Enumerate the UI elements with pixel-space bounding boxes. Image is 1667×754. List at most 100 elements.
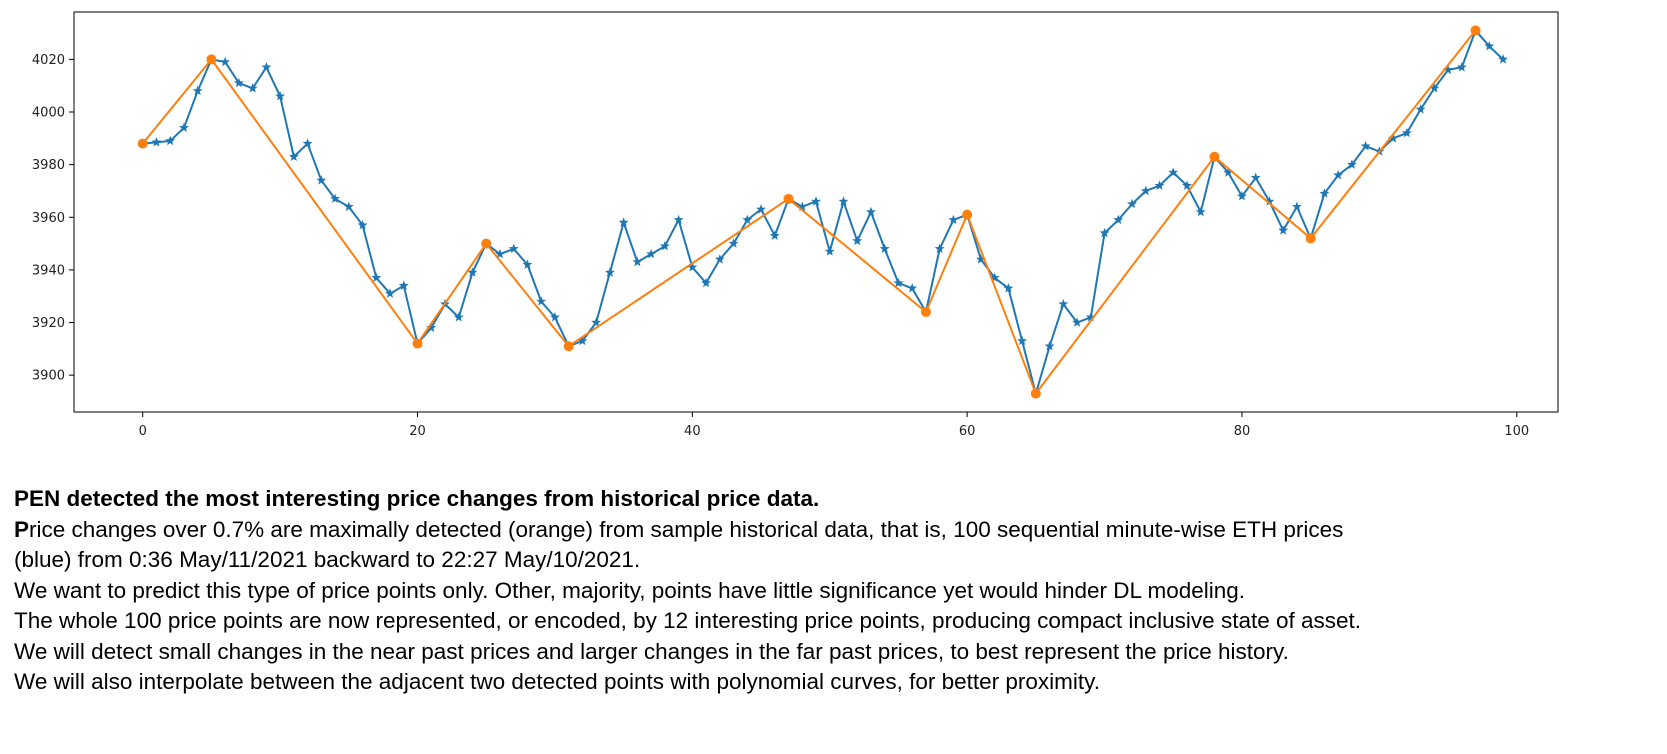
data-point	[1250, 172, 1261, 182]
caption-line-3: We want to predict this type of price po…	[14, 577, 1246, 603]
data-point	[673, 214, 684, 225]
data-point	[357, 219, 368, 230]
x-tick-label: 40	[684, 424, 701, 439]
data-point	[714, 254, 725, 264]
caption-line-1: Price changes over 0.7% are maximally de…	[14, 515, 1664, 546]
data-point	[742, 214, 753, 225]
data-point	[577, 335, 588, 346]
data-point	[632, 256, 643, 267]
data-point	[618, 217, 629, 227]
data-point	[1360, 141, 1371, 151]
x-tick-label: 80	[1234, 424, 1251, 439]
data-point	[275, 91, 286, 101]
data-point	[316, 175, 327, 185]
data-point	[453, 312, 464, 322]
data-point	[907, 283, 918, 293]
data-point	[398, 280, 409, 290]
data-point	[920, 307, 931, 317]
data-point	[495, 248, 505, 259]
data-point	[137, 138, 148, 149]
data-point	[1003, 283, 1014, 293]
data-point	[604, 267, 615, 277]
data-point	[1456, 62, 1467, 72]
data-point	[1182, 180, 1192, 190]
plot-area	[73, 11, 1559, 413]
y-tick-label: 3940	[32, 263, 65, 278]
data-point	[1113, 214, 1124, 225]
data-point	[220, 56, 231, 67]
data-point	[646, 248, 657, 259]
y-tick-label: 3980	[32, 158, 65, 173]
data-point	[989, 272, 1000, 282]
data-point	[1072, 317, 1083, 327]
data-point	[1305, 233, 1316, 244]
data-point	[1319, 188, 1330, 198]
data-point	[1346, 159, 1357, 169]
data-point	[288, 151, 299, 161]
data-point	[1388, 133, 1399, 143]
data-point	[962, 209, 973, 220]
caption-line-6: We will also interpolate between the adj…	[14, 669, 1100, 694]
data-point	[165, 135, 176, 146]
data-point	[1484, 41, 1495, 51]
x-tick-label: 100	[1504, 424, 1529, 439]
data-point	[769, 230, 780, 240]
data-point	[1195, 206, 1206, 217]
data-point	[1099, 227, 1110, 238]
data-point	[508, 243, 519, 254]
data-point	[261, 62, 272, 72]
series-2-line	[141, 29, 1477, 395]
data-point	[1401, 127, 1412, 138]
data-point	[206, 54, 217, 65]
data-point	[247, 83, 258, 93]
data-point	[1140, 185, 1151, 196]
y-axis: 3900 3920 3940 3960 3980 4000 4020	[32, 53, 74, 384]
caption-line-2: (blue) from 0:36 May/11/2021 backward to…	[14, 547, 641, 572]
caption-line-1-text: rice changes over 0.7% are maximally det…	[29, 516, 1344, 542]
data-point	[343, 201, 354, 211]
x-tick-label: 20	[409, 424, 426, 439]
data-point	[756, 204, 766, 214]
x-axis: 0 20 40 60 80 100	[139, 412, 1529, 439]
data-point	[522, 259, 533, 269]
data-point	[1443, 64, 1454, 75]
data-point	[412, 338, 423, 349]
data-point	[563, 341, 574, 352]
data-point	[1030, 388, 1041, 399]
data-point	[687, 262, 698, 272]
data-point	[701, 277, 712, 288]
data-point	[1333, 169, 1344, 180]
data-point	[1498, 54, 1508, 64]
y-tick-label: 3900	[32, 369, 65, 384]
data-point	[811, 196, 821, 206]
data-point	[797, 201, 808, 211]
data-point	[838, 196, 849, 206]
data-point	[783, 193, 794, 204]
caption: PEN detected the most interesting price …	[14, 484, 1664, 698]
data-point	[824, 246, 835, 256]
data-point	[1415, 104, 1426, 114]
data-point	[1127, 198, 1137, 209]
data-point	[1223, 167, 1234, 177]
x-tick-label: 60	[959, 424, 976, 439]
caption-heading: PEN detected the most interesting price …	[14, 486, 820, 511]
data-point	[948, 214, 959, 225]
data-point	[536, 296, 547, 306]
series-layer	[137, 25, 1508, 399]
data-point	[1058, 298, 1069, 309]
data-point	[1278, 225, 1289, 235]
data-point	[467, 267, 478, 277]
caption-line-4: The whole 100 price points are now repre…	[14, 608, 1362, 633]
data-point	[975, 254, 986, 264]
data-point	[371, 272, 382, 282]
data-point	[178, 122, 189, 132]
data-point	[1044, 341, 1055, 351]
data-point	[151, 137, 162, 147]
caption-first-letter: P	[14, 516, 30, 542]
data-point	[866, 206, 876, 217]
caption-line-5: We will detect small changes in the near…	[14, 638, 1289, 664]
y-tick-label: 4000	[32, 106, 65, 121]
data-point	[1209, 151, 1220, 162]
data-point	[233, 77, 244, 88]
data-point	[591, 317, 602, 327]
